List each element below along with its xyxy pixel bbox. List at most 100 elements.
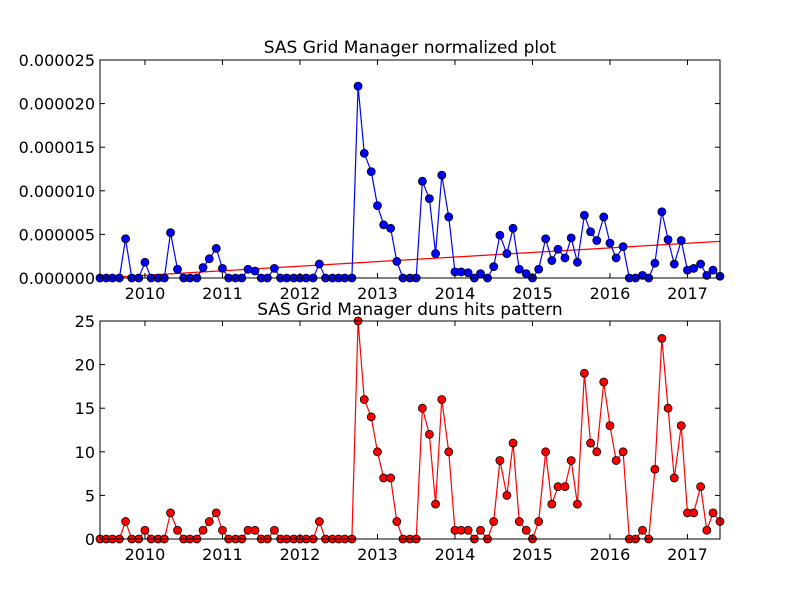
- data-point: [541, 234, 551, 244]
- data-point: [514, 517, 524, 526]
- data-point: [599, 377, 609, 387]
- x-tick-label: 2012: [280, 545, 321, 564]
- data-point: [444, 447, 454, 457]
- chart-title: SAS Grid Manager normalized plot: [264, 38, 557, 58]
- data-point: [521, 525, 531, 535]
- data-point: [663, 403, 673, 413]
- y-tick-label: 25: [75, 312, 95, 331]
- data-point: [386, 223, 396, 233]
- data-point: [592, 236, 602, 245]
- data-point: [592, 447, 602, 457]
- data-point: [366, 167, 376, 177]
- data-point: [605, 238, 615, 248]
- data-point: [586, 438, 595, 448]
- data-point: [359, 395, 369, 404]
- x-axis: 2010 2011 2012 2013 2014 2015 2016 2017: [125, 60, 708, 303]
- data-point: [508, 438, 518, 448]
- data-point: [702, 525, 712, 535]
- data-point: [386, 473, 396, 483]
- data-point: [566, 456, 576, 465]
- data-point: [495, 230, 505, 240]
- y-tick-label: 0: [85, 530, 95, 549]
- data-point: [173, 525, 182, 535]
- y-tick-label: 0.000020: [19, 95, 95, 114]
- data-point: [140, 525, 150, 535]
- data-point: [314, 517, 324, 526]
- data-point: [689, 508, 699, 518]
- data-point: [669, 473, 679, 483]
- data-point: [534, 517, 544, 526]
- data-point: [204, 517, 214, 526]
- y-tick-label: 0.000005: [19, 225, 95, 244]
- data-point: [314, 259, 324, 269]
- plot-area: [100, 60, 720, 278]
- data-point: [424, 429, 434, 439]
- data-point: [211, 243, 221, 253]
- data-point: [489, 517, 499, 526]
- data-point: [573, 257, 582, 267]
- data-point: [534, 264, 544, 274]
- plot-frame: [99, 320, 721, 540]
- data-point: [476, 269, 485, 279]
- data-point: [586, 227, 595, 237]
- data-point: [599, 212, 609, 222]
- data-point: [708, 508, 718, 518]
- data-point: [392, 257, 402, 266]
- data-point: [431, 249, 440, 258]
- x-tick-label: 2011: [202, 284, 243, 303]
- data-point: [611, 456, 621, 465]
- panel-duns-hits: SAS Grid Manager duns hits pattern 0 5 10 1…: [75, 300, 725, 564]
- data-point: [353, 81, 363, 91]
- data-point: [553, 244, 563, 254]
- x-tick-label: 2017: [667, 284, 708, 303]
- chart-title: SAS Grid Manager duns hits pattern: [257, 300, 562, 320]
- data-point: [424, 194, 434, 204]
- data-point: [211, 508, 221, 518]
- data-point: [579, 210, 589, 220]
- data-point: [502, 249, 512, 258]
- data-point: [560, 482, 570, 492]
- data-point: [463, 525, 473, 535]
- y-tick-label: 5: [85, 486, 95, 505]
- data-point: [218, 264, 227, 273]
- x-tick-label: 2012: [280, 284, 321, 303]
- x-tick-label: 2015: [512, 284, 553, 303]
- x-tick-label: 2014: [435, 284, 476, 303]
- data-point: [702, 270, 712, 280]
- data-point: [638, 525, 647, 535]
- x-tick-label: 2014: [435, 545, 476, 564]
- data-point: [657, 334, 667, 343]
- data-point: [669, 259, 679, 269]
- data-point: [579, 368, 589, 378]
- data-point: [366, 412, 376, 422]
- y-tick-label: 15: [75, 399, 95, 418]
- x-tick-label: 2011: [202, 545, 243, 564]
- data-point: [573, 499, 582, 509]
- data-point: [650, 464, 660, 474]
- data-point: [250, 266, 260, 276]
- data-point: [696, 259, 706, 269]
- data-point: [547, 499, 557, 509]
- data-point: [121, 234, 130, 244]
- data-point: [676, 421, 686, 431]
- data-point: [173, 264, 182, 274]
- y-tick-label: 0.000000: [19, 269, 95, 288]
- data-point: [198, 525, 208, 535]
- data-point: [618, 447, 628, 457]
- y-tick-label: 0.000025: [19, 51, 95, 70]
- data-point: [560, 253, 570, 263]
- data-point: [495, 456, 505, 465]
- y-tick-label: 20: [75, 356, 95, 375]
- data-point: [437, 170, 447, 180]
- data-point: [218, 525, 227, 535]
- data-point: [379, 220, 389, 230]
- data-point: [708, 265, 718, 275]
- data-point: [650, 258, 660, 268]
- plot-marks: [95, 316, 725, 544]
- data-point: [618, 242, 628, 252]
- data-point: [502, 490, 512, 500]
- data-point: [198, 263, 208, 272]
- x-axis: 2010 2011 2012 2013 2014 2015 2016 2017: [125, 321, 708, 564]
- x-tick-label: 2016: [590, 545, 631, 564]
- data-point: [166, 508, 175, 518]
